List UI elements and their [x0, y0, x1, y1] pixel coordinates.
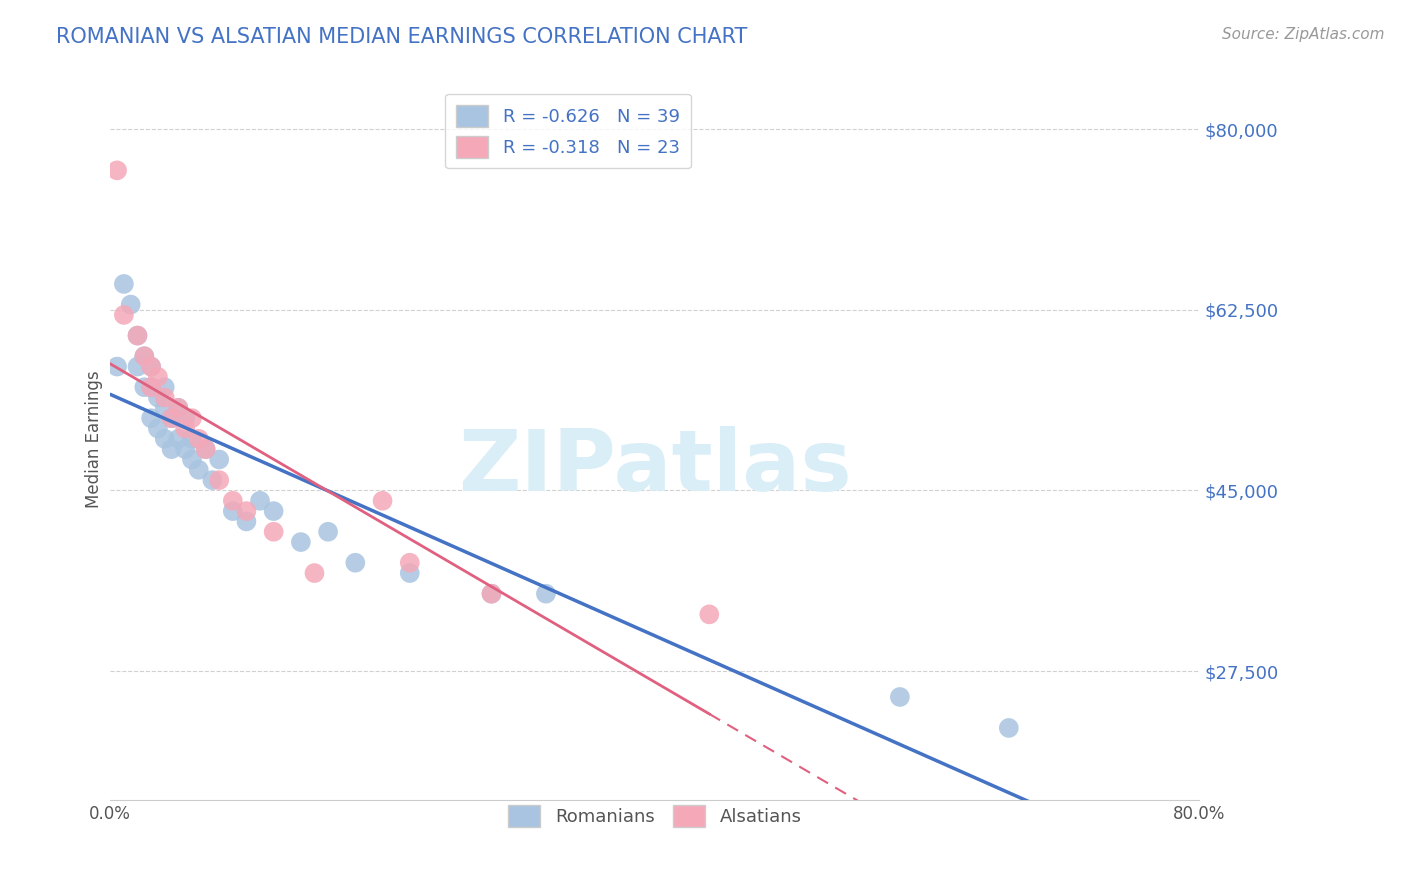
Point: [235, 504, 257, 518]
Y-axis label: Median Earnings: Median Earnings: [86, 370, 103, 508]
Point: [139, 359, 162, 374]
Text: ZIPatlas: ZIPatlas: [458, 426, 852, 509]
Point: [146, 370, 169, 384]
Point: [222, 504, 245, 518]
Text: Source: ZipAtlas.com: Source: ZipAtlas.com: [1222, 27, 1385, 42]
Point: [134, 380, 156, 394]
Point: [167, 401, 190, 415]
Point: [371, 493, 394, 508]
Point: [194, 442, 217, 457]
Point: [120, 297, 142, 311]
Point: [153, 380, 176, 394]
Point: [160, 411, 183, 425]
Point: [534, 587, 557, 601]
Point: [697, 607, 720, 622]
Point: [263, 504, 285, 518]
Point: [174, 411, 197, 425]
Point: [263, 524, 285, 539]
Point: [105, 359, 128, 374]
Point: [134, 349, 156, 363]
Point: [344, 556, 367, 570]
Point: [998, 721, 1021, 735]
Point: [181, 452, 204, 467]
Point: [112, 308, 135, 322]
Point: [249, 493, 271, 508]
Point: [112, 277, 135, 291]
Point: [139, 411, 162, 425]
Point: [208, 452, 231, 467]
Point: [139, 380, 162, 394]
Point: [127, 328, 149, 343]
Point: [208, 473, 231, 487]
Point: [105, 163, 128, 178]
Text: ROMANIAN VS ALSATIAN MEDIAN EARNINGS CORRELATION CHART: ROMANIAN VS ALSATIAN MEDIAN EARNINGS COR…: [56, 27, 748, 46]
Point: [146, 421, 169, 435]
Point: [139, 359, 162, 374]
Point: [181, 411, 204, 425]
Point: [127, 328, 149, 343]
Point: [160, 442, 183, 457]
Point: [316, 524, 339, 539]
Point: [222, 493, 245, 508]
Point: [889, 690, 911, 704]
Point: [181, 432, 204, 446]
Point: [304, 566, 326, 580]
Point: [398, 556, 420, 570]
Point: [481, 587, 503, 601]
Point: [174, 421, 197, 435]
Point: [187, 463, 209, 477]
Point: [187, 432, 209, 446]
Point: [167, 432, 190, 446]
Point: [153, 432, 176, 446]
Point: [194, 442, 217, 457]
Point: [153, 391, 176, 405]
Legend: Romanians, Alsatians: Romanians, Alsatians: [501, 798, 808, 835]
Point: [201, 473, 224, 487]
Point: [127, 359, 149, 374]
Point: [153, 401, 176, 415]
Point: [398, 566, 420, 580]
Point: [481, 587, 503, 601]
Point: [235, 515, 257, 529]
Point: [290, 535, 312, 549]
Point: [160, 411, 183, 425]
Point: [174, 442, 197, 457]
Point: [146, 391, 169, 405]
Point: [167, 401, 190, 415]
Point: [139, 380, 162, 394]
Point: [134, 349, 156, 363]
